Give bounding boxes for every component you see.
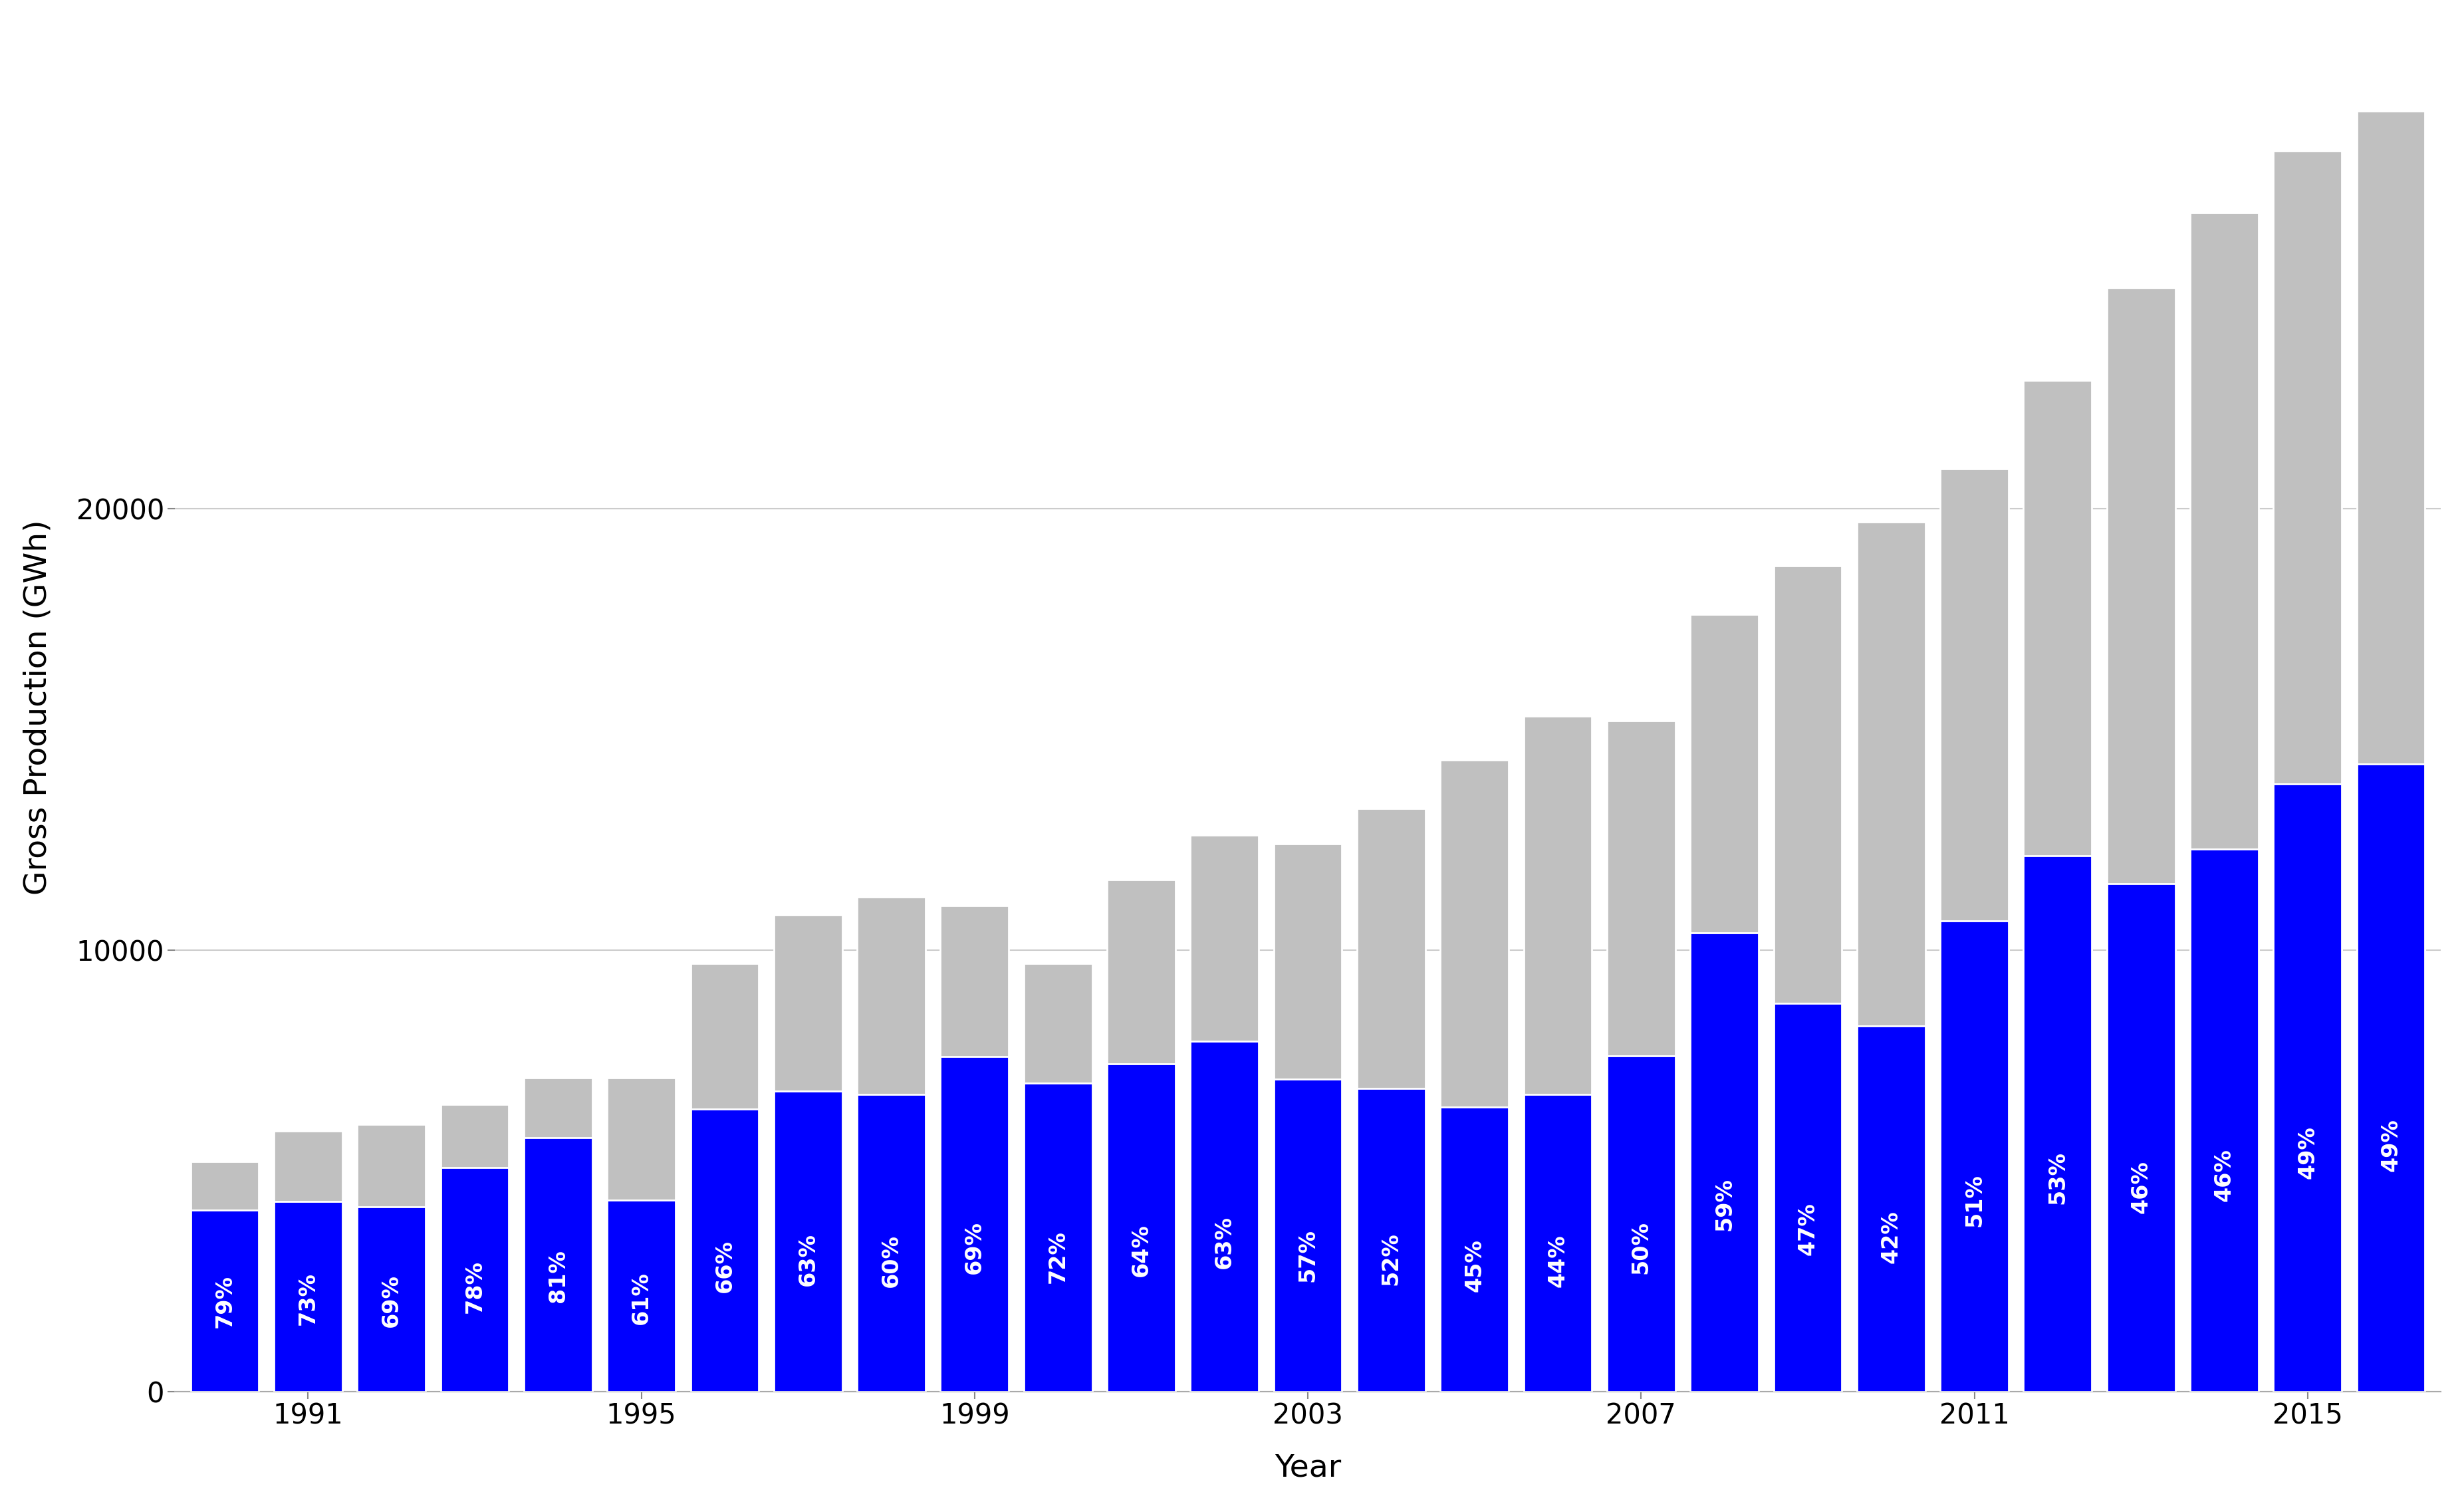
Bar xyxy=(1274,843,1343,1392)
Bar xyxy=(441,1167,510,1392)
Bar xyxy=(2356,111,2425,1392)
Bar xyxy=(1939,468,2008,1392)
Bar xyxy=(941,1056,1008,1392)
Text: 57%: 57% xyxy=(1296,1229,1318,1282)
Bar xyxy=(1607,720,1676,1392)
Bar xyxy=(1858,523,1924,1392)
Bar xyxy=(1190,1041,1259,1392)
Bar xyxy=(941,905,1008,1392)
Text: 73%: 73% xyxy=(298,1271,318,1325)
Bar xyxy=(1274,1080,1343,1392)
Text: 49%: 49% xyxy=(2380,1119,2402,1172)
Bar xyxy=(1023,964,1092,1392)
Text: 46%: 46% xyxy=(2213,1149,2235,1202)
Text: 46%: 46% xyxy=(2129,1161,2151,1214)
Bar xyxy=(1023,1083,1092,1392)
Bar xyxy=(1939,920,2008,1392)
Bar xyxy=(1858,1026,1924,1392)
Text: 78%: 78% xyxy=(463,1261,485,1313)
Bar xyxy=(2356,764,2425,1392)
Text: 69%: 69% xyxy=(963,1221,986,1274)
Text: 45%: 45% xyxy=(1464,1239,1486,1292)
Bar xyxy=(774,914,843,1392)
Text: 49%: 49% xyxy=(2296,1125,2319,1179)
Bar xyxy=(1523,715,1592,1392)
Bar xyxy=(2274,783,2341,1392)
Bar xyxy=(1358,1089,1424,1392)
Bar xyxy=(1441,1107,1508,1392)
Bar xyxy=(606,1078,675,1392)
Bar xyxy=(1106,1063,1175,1392)
Text: 63%: 63% xyxy=(796,1233,818,1286)
Text: 51%: 51% xyxy=(1964,1173,1986,1227)
Text: 44%: 44% xyxy=(1547,1235,1570,1288)
Bar xyxy=(1441,761,1508,1392)
Bar xyxy=(1607,1056,1676,1392)
Text: 47%: 47% xyxy=(1796,1203,1818,1256)
Bar xyxy=(190,1209,259,1392)
Bar xyxy=(357,1125,426,1392)
Bar xyxy=(274,1131,342,1392)
Bar xyxy=(2023,381,2092,1392)
Bar xyxy=(2107,884,2176,1392)
Bar xyxy=(1523,1095,1592,1392)
Text: 53%: 53% xyxy=(2048,1151,2070,1203)
Bar xyxy=(525,1078,591,1392)
Text: 63%: 63% xyxy=(1215,1215,1234,1268)
Bar xyxy=(606,1200,675,1392)
Bar xyxy=(2190,849,2259,1392)
Text: 79%: 79% xyxy=(214,1274,237,1328)
Y-axis label: Gross Production (GWh): Gross Production (GWh) xyxy=(22,520,54,895)
Text: 72%: 72% xyxy=(1047,1230,1069,1283)
Bar xyxy=(2274,151,2341,1392)
Bar xyxy=(1190,836,1259,1392)
Text: 52%: 52% xyxy=(1380,1232,1402,1285)
Bar xyxy=(1774,1003,1843,1392)
Bar xyxy=(1690,934,1759,1392)
Text: 60%: 60% xyxy=(880,1235,902,1288)
Bar xyxy=(690,964,759,1392)
Bar xyxy=(1358,809,1424,1392)
Text: 81%: 81% xyxy=(547,1250,569,1303)
Text: 69%: 69% xyxy=(379,1274,402,1327)
Text: 50%: 50% xyxy=(1631,1221,1651,1274)
Bar xyxy=(441,1104,510,1392)
Text: 42%: 42% xyxy=(1880,1211,1902,1264)
Bar xyxy=(190,1161,259,1392)
Bar xyxy=(357,1208,426,1392)
Text: 61%: 61% xyxy=(631,1271,653,1324)
Bar xyxy=(274,1202,342,1392)
Text: 64%: 64% xyxy=(1131,1224,1153,1277)
Bar xyxy=(2107,288,2176,1392)
Bar xyxy=(857,1095,926,1392)
Bar xyxy=(690,1108,759,1392)
Bar xyxy=(1690,614,1759,1392)
Bar xyxy=(774,1090,843,1392)
Bar xyxy=(2190,212,2259,1392)
Bar xyxy=(1106,880,1175,1392)
Bar xyxy=(857,898,926,1392)
Bar xyxy=(525,1137,591,1392)
Text: 59%: 59% xyxy=(1712,1178,1735,1230)
Bar xyxy=(1774,566,1843,1392)
Text: 66%: 66% xyxy=(715,1239,737,1292)
Bar xyxy=(2023,855,2092,1392)
X-axis label: Year: Year xyxy=(1274,1453,1340,1483)
